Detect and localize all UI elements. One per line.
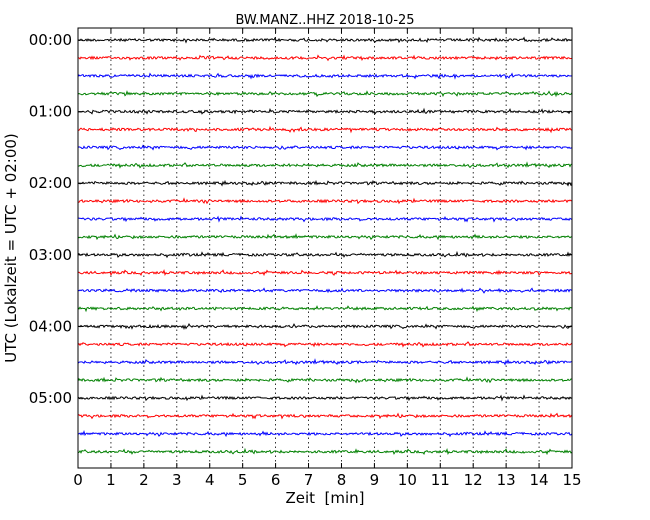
x-tick-label: 3 (172, 471, 182, 489)
x-tick-label: 13 (497, 471, 516, 489)
x-tick-label: 2 (139, 471, 149, 489)
seismic-trace (77, 268, 573, 277)
x-tick-label: 10 (398, 471, 417, 489)
seismic-trace (77, 376, 573, 384)
plot-frame (77, 27, 573, 469)
seismic-trace (77, 430, 573, 438)
y-tick-label: 03:00 (29, 246, 72, 264)
seismic-trace (77, 197, 573, 205)
seismic-trace (77, 341, 573, 348)
seismic-trace (77, 72, 573, 80)
seismic-trace (77, 125, 573, 134)
seismic-trace (77, 250, 573, 259)
seismic-trace (77, 233, 573, 241)
seismic-trace (77, 358, 573, 366)
x-tick-label: 7 (304, 471, 314, 489)
y-tick-label: 01:00 (29, 103, 72, 121)
x-tick-label: 4 (205, 471, 215, 489)
seismic-trace (77, 287, 573, 294)
x-tick-label: 8 (337, 471, 347, 489)
x-tick-label: 6 (271, 471, 281, 489)
x-tick-label: 14 (530, 471, 549, 489)
y-axis-label: UTC (Lokalzeit = UTC + 02:00) (2, 133, 20, 363)
chart-title: BW.MANZ..HHZ 2018-10-25 (235, 13, 414, 28)
seismic-trace (77, 215, 573, 223)
grid-lines (110, 28, 540, 468)
x-tick-label: 15 (562, 471, 581, 489)
seismic-trace (77, 54, 573, 62)
x-tick-label: 12 (464, 471, 483, 489)
y-tick-label: 00:00 (29, 31, 72, 49)
y-tick-label: 04:00 (29, 317, 72, 335)
seismic-trace (77, 412, 573, 420)
seismic-trace (77, 144, 573, 151)
x-axis-ticks: 0 1 2 3 4 5 6 7 8 9 10 11 12 13 14 15 (73, 28, 582, 489)
seismic-trace (77, 394, 573, 402)
x-tick-label: 0 (73, 471, 83, 489)
y-tick-label: 05:00 (29, 389, 72, 407)
x-axis-label: Zeit [min] (285, 489, 364, 507)
seismic-trace (77, 323, 573, 331)
seismic-trace (77, 36, 573, 44)
trace-group (77, 36, 573, 456)
y-tick-label: 02:00 (29, 174, 72, 192)
seismic-trace (77, 179, 573, 187)
seismic-trace (77, 161, 573, 169)
seismic-trace (77, 447, 573, 456)
seismic-trace (77, 305, 573, 313)
seismic-trace (77, 90, 573, 98)
y-axis-ticks: 00:00 01:00 02:00 03:00 04:00 05:00 (29, 31, 572, 407)
x-tick-label: 9 (370, 471, 380, 489)
seismic-trace (77, 107, 573, 115)
x-tick-label: 11 (431, 471, 450, 489)
x-tick-label: 1 (106, 471, 116, 489)
x-tick-label: 5 (238, 471, 248, 489)
